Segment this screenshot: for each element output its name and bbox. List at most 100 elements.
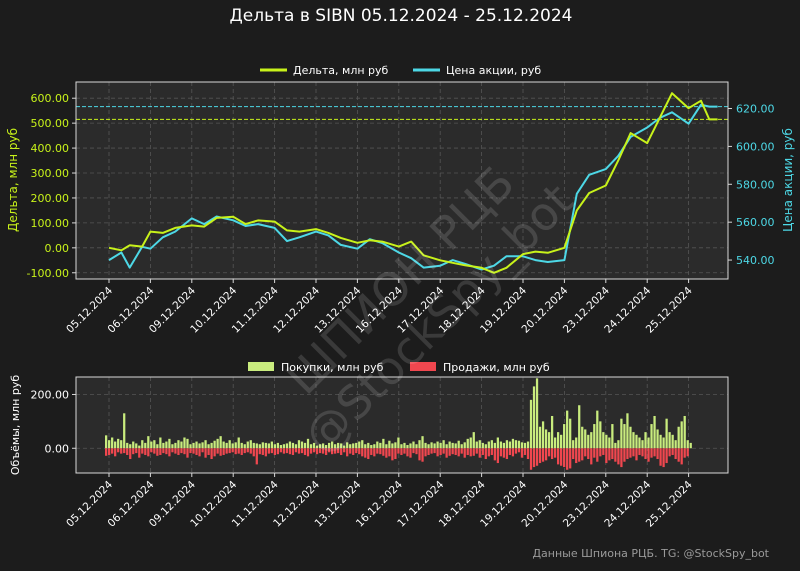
sell-bar — [270, 448, 273, 454]
sell-bar — [451, 448, 454, 455]
sell-bar — [553, 448, 557, 458]
buy-bar — [436, 441, 439, 449]
buy-bar — [315, 445, 319, 449]
price-y-axis-label: Цена акции, руб — [781, 128, 795, 232]
buy-bar — [171, 444, 174, 449]
sell-bar — [532, 448, 536, 468]
buy-bar — [352, 443, 355, 449]
sell-bar — [285, 448, 289, 454]
buy-bar — [454, 443, 457, 449]
buy-bar — [553, 437, 557, 449]
buy-bar — [397, 437, 400, 449]
volume-y-axis-label: Объёмы, млн руб — [9, 375, 22, 475]
sell-bar — [445, 448, 448, 458]
sell-bar — [662, 448, 665, 468]
buy-bar — [282, 444, 286, 449]
buy-bar — [563, 424, 566, 449]
buy-bar — [511, 438, 515, 449]
buy-bar — [216, 438, 219, 449]
buy-bar — [162, 442, 165, 449]
legend-price-label: Цена акции, руб — [446, 64, 541, 77]
buy-bar — [153, 440, 156, 449]
delta-tick-label: 400.00 — [31, 142, 70, 155]
buy-bar — [252, 442, 255, 449]
sell-bar — [186, 448, 189, 458]
sell-bar — [547, 448, 551, 457]
buy-bar — [541, 421, 545, 449]
buy-bar — [448, 441, 451, 449]
buy-bar — [312, 442, 316, 449]
buy-bar — [478, 440, 481, 449]
sell-bar — [557, 448, 560, 465]
buy-bar — [138, 445, 141, 449]
sell-bar — [210, 448, 213, 460]
buy-bar — [168, 438, 171, 449]
sell-bar — [195, 448, 198, 455]
buy-bar — [201, 442, 204, 449]
sell-bar — [617, 448, 620, 465]
sell-bar — [138, 448, 141, 458]
buy-bar — [529, 399, 533, 449]
buy-bar — [614, 442, 617, 449]
buy-bar — [575, 437, 578, 449]
sell-bar — [324, 448, 328, 455]
buy-bar — [508, 441, 512, 449]
buy-bar — [671, 434, 674, 449]
sell-bar — [599, 448, 602, 457]
sell-bar — [291, 448, 295, 455]
buy-bar — [174, 442, 177, 449]
buy-bar — [340, 443, 343, 449]
sell-bar — [309, 448, 313, 454]
sell-bar — [529, 448, 533, 470]
buy-bar — [569, 418, 572, 449]
sell-bar — [535, 448, 539, 466]
buy-bar — [683, 415, 686, 449]
buy-bar — [258, 444, 261, 449]
buy-bar — [532, 386, 536, 449]
buy-bar — [297, 440, 301, 449]
delta-tick-label: 300.00 — [31, 167, 70, 180]
buy-bar — [219, 436, 222, 449]
buy-bar — [195, 441, 198, 449]
buy-bar — [472, 432, 475, 449]
sell-bar — [261, 448, 264, 455]
buy-bar — [291, 442, 295, 449]
sell-bar — [397, 448, 400, 454]
buy-bar — [391, 443, 394, 449]
sell-bar — [626, 448, 629, 460]
buy-bar — [210, 442, 213, 449]
buy-bar — [180, 441, 183, 449]
sell-bar — [653, 448, 656, 457]
sell-bar — [300, 448, 304, 454]
buy-bar — [496, 437, 499, 449]
sell-bar — [147, 448, 150, 457]
buy-bar — [547, 432, 551, 449]
sell-bar — [388, 448, 391, 457]
buy-bar — [635, 434, 638, 449]
buy-bar — [412, 441, 415, 449]
sell-bar — [117, 448, 120, 453]
sell-bar — [644, 448, 647, 460]
sell-bar — [144, 448, 147, 455]
sell-bar — [334, 448, 337, 454]
buy-bar — [566, 410, 569, 449]
buy-bar — [668, 432, 671, 449]
sell-bar — [511, 448, 515, 457]
buy-bar — [303, 442, 307, 449]
sell-bar — [508, 448, 512, 455]
sell-bar — [602, 448, 605, 455]
volume-date-axis: 05.12.202406.12.202409.12.202410.12.2024… — [64, 473, 695, 530]
delta-series-lines — [108, 92, 718, 274]
sell-bar — [352, 448, 355, 455]
sell-bar — [120, 448, 123, 454]
sell-bar — [620, 448, 623, 468]
sell-bar — [560, 448, 563, 466]
buy-bar — [674, 440, 677, 449]
buy-bar — [505, 440, 509, 449]
sell-bar — [400, 448, 403, 455]
buy-bar — [409, 443, 412, 449]
buy-bar — [129, 444, 132, 449]
buy-bar — [517, 440, 521, 449]
sell-bar — [288, 448, 292, 455]
buy-bar — [641, 440, 644, 449]
